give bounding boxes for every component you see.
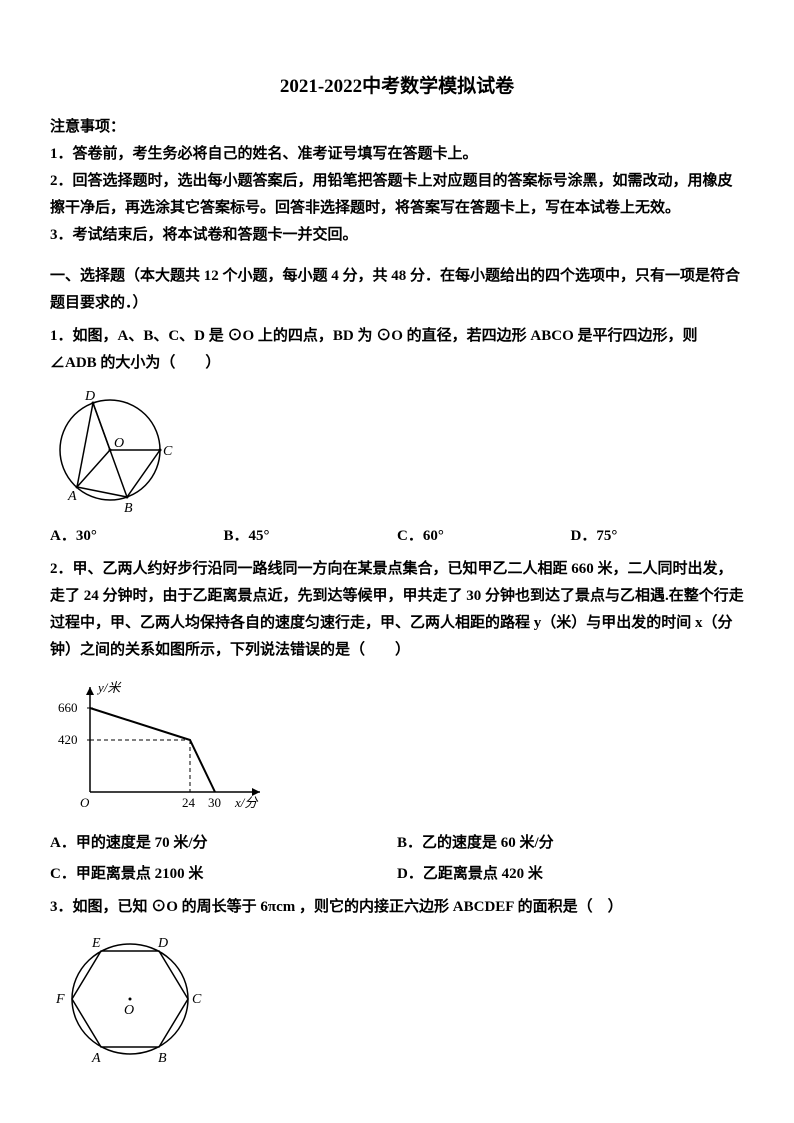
q2-origin: O (80, 795, 90, 810)
q2-opt-D: D．乙距离景点 420 米 (397, 861, 744, 888)
q3-label-F: F (55, 992, 65, 1007)
q3-label-D: D (157, 936, 168, 951)
notice-block: 注意事项： 1．答卷前，考生务必将自己的姓名、准考证号填写在答题卡上。 2．回答… (50, 114, 744, 249)
q1-options: A．30° B．45° C．60° D．75° (50, 523, 744, 550)
q1-opt-C: C．60° (397, 523, 571, 550)
q2-opt-C: C．甲距离景点 2100 米 (50, 861, 397, 888)
q2-ylabel: y/米 (96, 680, 122, 695)
notice-item-2: 2．回答选择题时，选出每小题答案后，用铅笔把答题卡上对应题目的答案标号涂黑，如需… (50, 168, 744, 222)
q2-y-660: 660 (58, 700, 78, 715)
q2-y-420: 420 (58, 732, 78, 747)
q2-options-row1: A．甲的速度是 70 米/分 B．乙的速度是 60 米/分 (50, 830, 744, 857)
q2-opt-B: B．乙的速度是 60 米/分 (397, 830, 744, 857)
q1-label-B: B (124, 501, 133, 515)
q3-label-O: O (124, 1003, 134, 1018)
q3-figure: E D C B A F O (50, 929, 744, 1069)
q3-stem: 3．如图，已知 ⊙O 的周长等于 6πcm ，则它的内接正六边形 ABCDEF … (50, 894, 744, 921)
notice-heading: 注意事项： (50, 114, 744, 141)
q1-opt-B: B．45° (224, 523, 398, 550)
q3-label-B: B (158, 1051, 167, 1066)
q1-stem: 1．如图，A、B、C、D 是 ⊙O 上的四点，BD 为 ⊙O 的直径，若四边形 … (50, 323, 744, 377)
q3-label-C: C (192, 992, 202, 1007)
q2-stem: 2．甲、乙两人约好步行沿同一路线同一方向在某景点集合，已知甲乙二人相距 660 … (50, 556, 744, 664)
q2-options-row2: C．甲距离景点 2100 米 D．乙距离景点 420 米 (50, 861, 744, 888)
q1-label-D: D (84, 389, 95, 404)
q1-label-C: C (163, 444, 173, 459)
notice-item-3: 3．考试结束后，将本试卷和答题卡一并交回。 (50, 222, 744, 249)
q2-opt-A: A．甲的速度是 70 米/分 (50, 830, 397, 857)
q1-opt-A: A．30° (50, 523, 224, 550)
q2-x-24: 24 (182, 795, 196, 810)
notice-item-1: 1．答卷前，考生务必将自己的姓名、准考证号填写在答题卡上。 (50, 141, 744, 168)
page-title: 2021-2022中考数学模拟试卷 (50, 70, 744, 104)
q1-opt-D: D．75° (571, 523, 745, 550)
q1-label-O: O (114, 436, 124, 451)
q1-figure: D O C A B (50, 385, 744, 515)
q1-label-A: A (67, 489, 77, 504)
section-1-heading: 一、选择题（本大题共 12 个小题，每小题 4 分，共 48 分．在每小题给出的… (50, 263, 744, 317)
q3-label-A: A (91, 1051, 101, 1066)
q3-label-E: E (91, 936, 101, 951)
q2-x-30: 30 (208, 795, 221, 810)
q2-xlabel: x/分 (234, 795, 258, 810)
q2-figure: 660 420 24 30 O y/米 x/分 (50, 672, 744, 822)
